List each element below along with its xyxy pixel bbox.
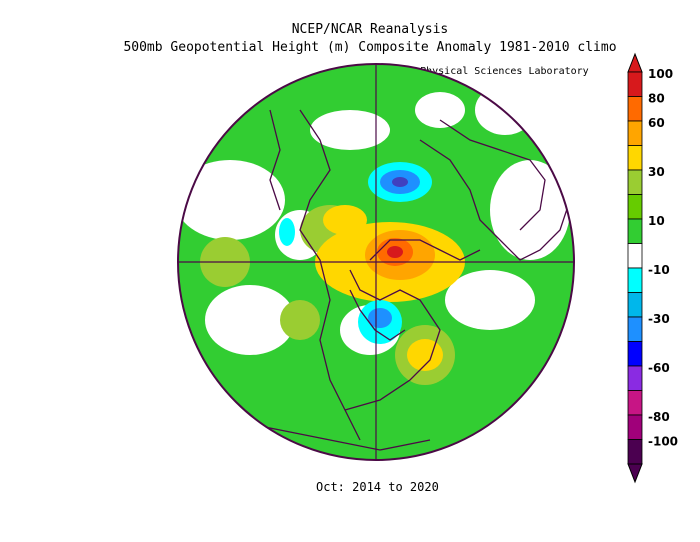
anomaly-positive-lobe — [323, 205, 367, 235]
anomaly-field — [178, 64, 574, 460]
anomaly-negative-north-min — [392, 177, 408, 187]
colorbar-segment — [627, 439, 643, 465]
colorbar-arrow-top — [627, 52, 643, 73]
credit-label: NOAA Physical Sciences Laboratory — [390, 66, 589, 77]
colorbar-tick-label: -10 — [648, 263, 670, 277]
neutral-region-north — [310, 110, 390, 150]
chart-subtitle: 500mb Geopotential Height (m) Composite … — [123, 40, 617, 55]
colorbar-arrow-bottom — [627, 463, 643, 484]
colorbar-tick-label: -30 — [648, 312, 670, 326]
colorbar-segment — [627, 145, 643, 171]
colorbar-segment — [627, 267, 643, 293]
anomaly-30-sw — [280, 300, 320, 340]
neutral-region-east — [490, 160, 570, 260]
colorbar-segment — [627, 218, 643, 244]
map-boundary — [177, 63, 575, 461]
colorbar-tick-label: 30 — [648, 165, 665, 179]
period-label: Oct: 2014 to 2020 — [316, 480, 439, 494]
coastlines — [229, 109, 571, 451]
neutral-region-west — [178, 160, 285, 240]
anomaly-negative-south-core — [368, 308, 392, 328]
chart-title: NCEP/NCAR Reanalysis — [291, 22, 449, 37]
colorbar-segment — [627, 341, 643, 367]
colorbar-segment — [627, 243, 643, 269]
colorbar-tick-label: 100 — [648, 67, 673, 81]
colorbar: 100 80 60 30 10 -10 -30 -60 -80 -100 — [627, 52, 678, 484]
colorbar-segment — [627, 71, 643, 97]
colorbar-tick-label: 60 — [648, 116, 665, 130]
colorbar-tick-label: -100 — [648, 435, 678, 449]
neutral-region-north-2 — [415, 92, 465, 128]
neutral-region-southwest — [205, 285, 295, 355]
anomaly-positive-atlantic — [407, 339, 443, 371]
colorbar-segment — [627, 120, 643, 146]
colorbar-segment — [627, 292, 643, 318]
anomaly-100 — [387, 246, 403, 258]
colorbar-segment — [627, 96, 643, 122]
colorbar-segment — [627, 365, 643, 391]
colorbar-segment — [627, 414, 643, 440]
colorbar-segment — [627, 194, 643, 220]
neutral-region-east-2 — [445, 270, 535, 330]
colorbar-tick-label: -60 — [648, 361, 670, 375]
colorbar-segment — [627, 316, 643, 342]
colorbar-segment — [627, 169, 643, 195]
colorbar-tick-label: 10 — [648, 214, 665, 228]
colorbar-tick-label: -80 — [648, 410, 670, 424]
anomaly-negative-west — [279, 218, 295, 246]
colorbar-tick-label: 80 — [648, 92, 665, 106]
colorbar-segment — [627, 390, 643, 416]
neutral-region-northeast — [475, 85, 535, 135]
